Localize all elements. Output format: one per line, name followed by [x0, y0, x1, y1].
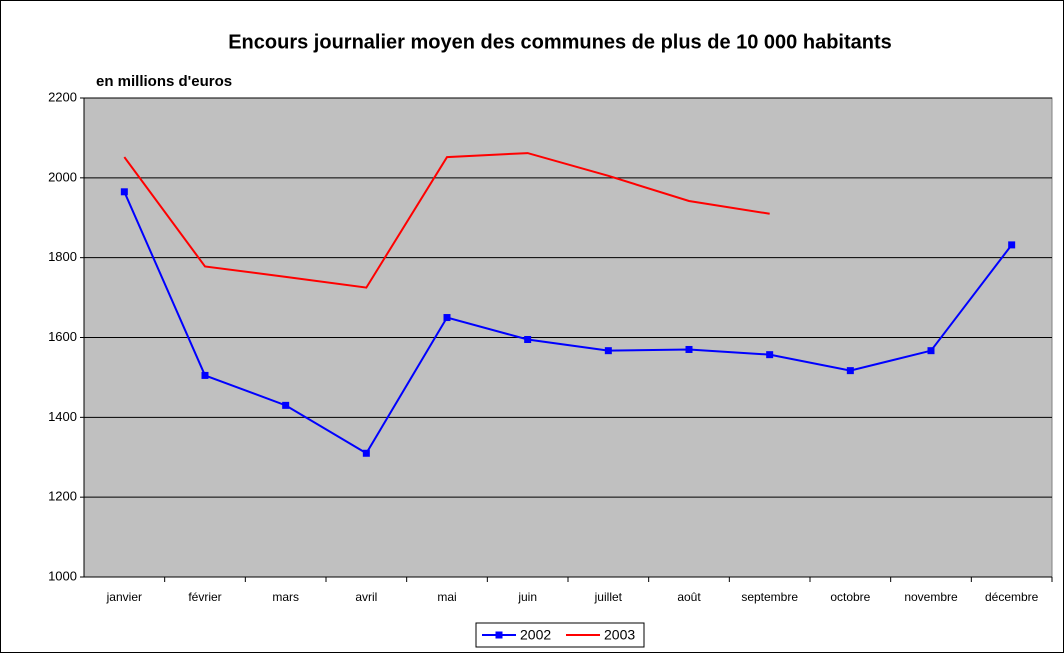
series-line	[123, 152, 770, 289]
x-tick-label: décembre	[985, 590, 1039, 604]
legend-label: 2003	[604, 627, 635, 643]
series-line	[123, 191, 1013, 455]
point-marker	[685, 345, 693, 353]
x-tick-label: août	[677, 590, 701, 604]
point-marker	[120, 188, 128, 196]
x-tick-label: juin	[517, 590, 537, 604]
point-marker	[443, 314, 451, 322]
y-tick-label: 1600	[48, 329, 77, 344]
y-tick-label: 1400	[48, 409, 77, 424]
x-tick-label: janvier	[106, 590, 142, 604]
chart-subtitle: en millions d'euros	[96, 73, 232, 90]
legend-marker	[495, 631, 503, 639]
point-marker	[282, 401, 290, 409]
legend: 2002 2003	[475, 622, 645, 648]
point-marker	[201, 371, 209, 379]
x-tick-label: septembre	[741, 590, 798, 604]
point-marker	[604, 347, 612, 355]
point-marker	[927, 347, 935, 355]
y-tick-label: 2200	[48, 89, 77, 104]
x-tick-label: février	[188, 590, 221, 604]
point-marker	[1008, 241, 1016, 249]
x-tick-label: mars	[272, 590, 299, 604]
x-tick-label: mai	[437, 590, 456, 604]
chart-title: Encours journalier moyen des communes de…	[228, 31, 892, 53]
point-marker	[362, 449, 370, 457]
y-tick-label: 1800	[48, 249, 77, 264]
x-tick-label: juillet	[594, 590, 623, 604]
y-tick-label: 1200	[48, 489, 77, 504]
y-tick-label: 1000	[48, 568, 77, 583]
point-marker	[846, 367, 854, 375]
y-tick-label: 2000	[48, 169, 77, 184]
legend-label: 2002	[520, 627, 551, 643]
x-tick-label: novembre	[904, 590, 958, 604]
x-tick-label: octobre	[830, 590, 870, 604]
point-marker	[524, 335, 532, 343]
point-marker	[766, 351, 774, 359]
x-tick-label: avril	[355, 590, 377, 604]
